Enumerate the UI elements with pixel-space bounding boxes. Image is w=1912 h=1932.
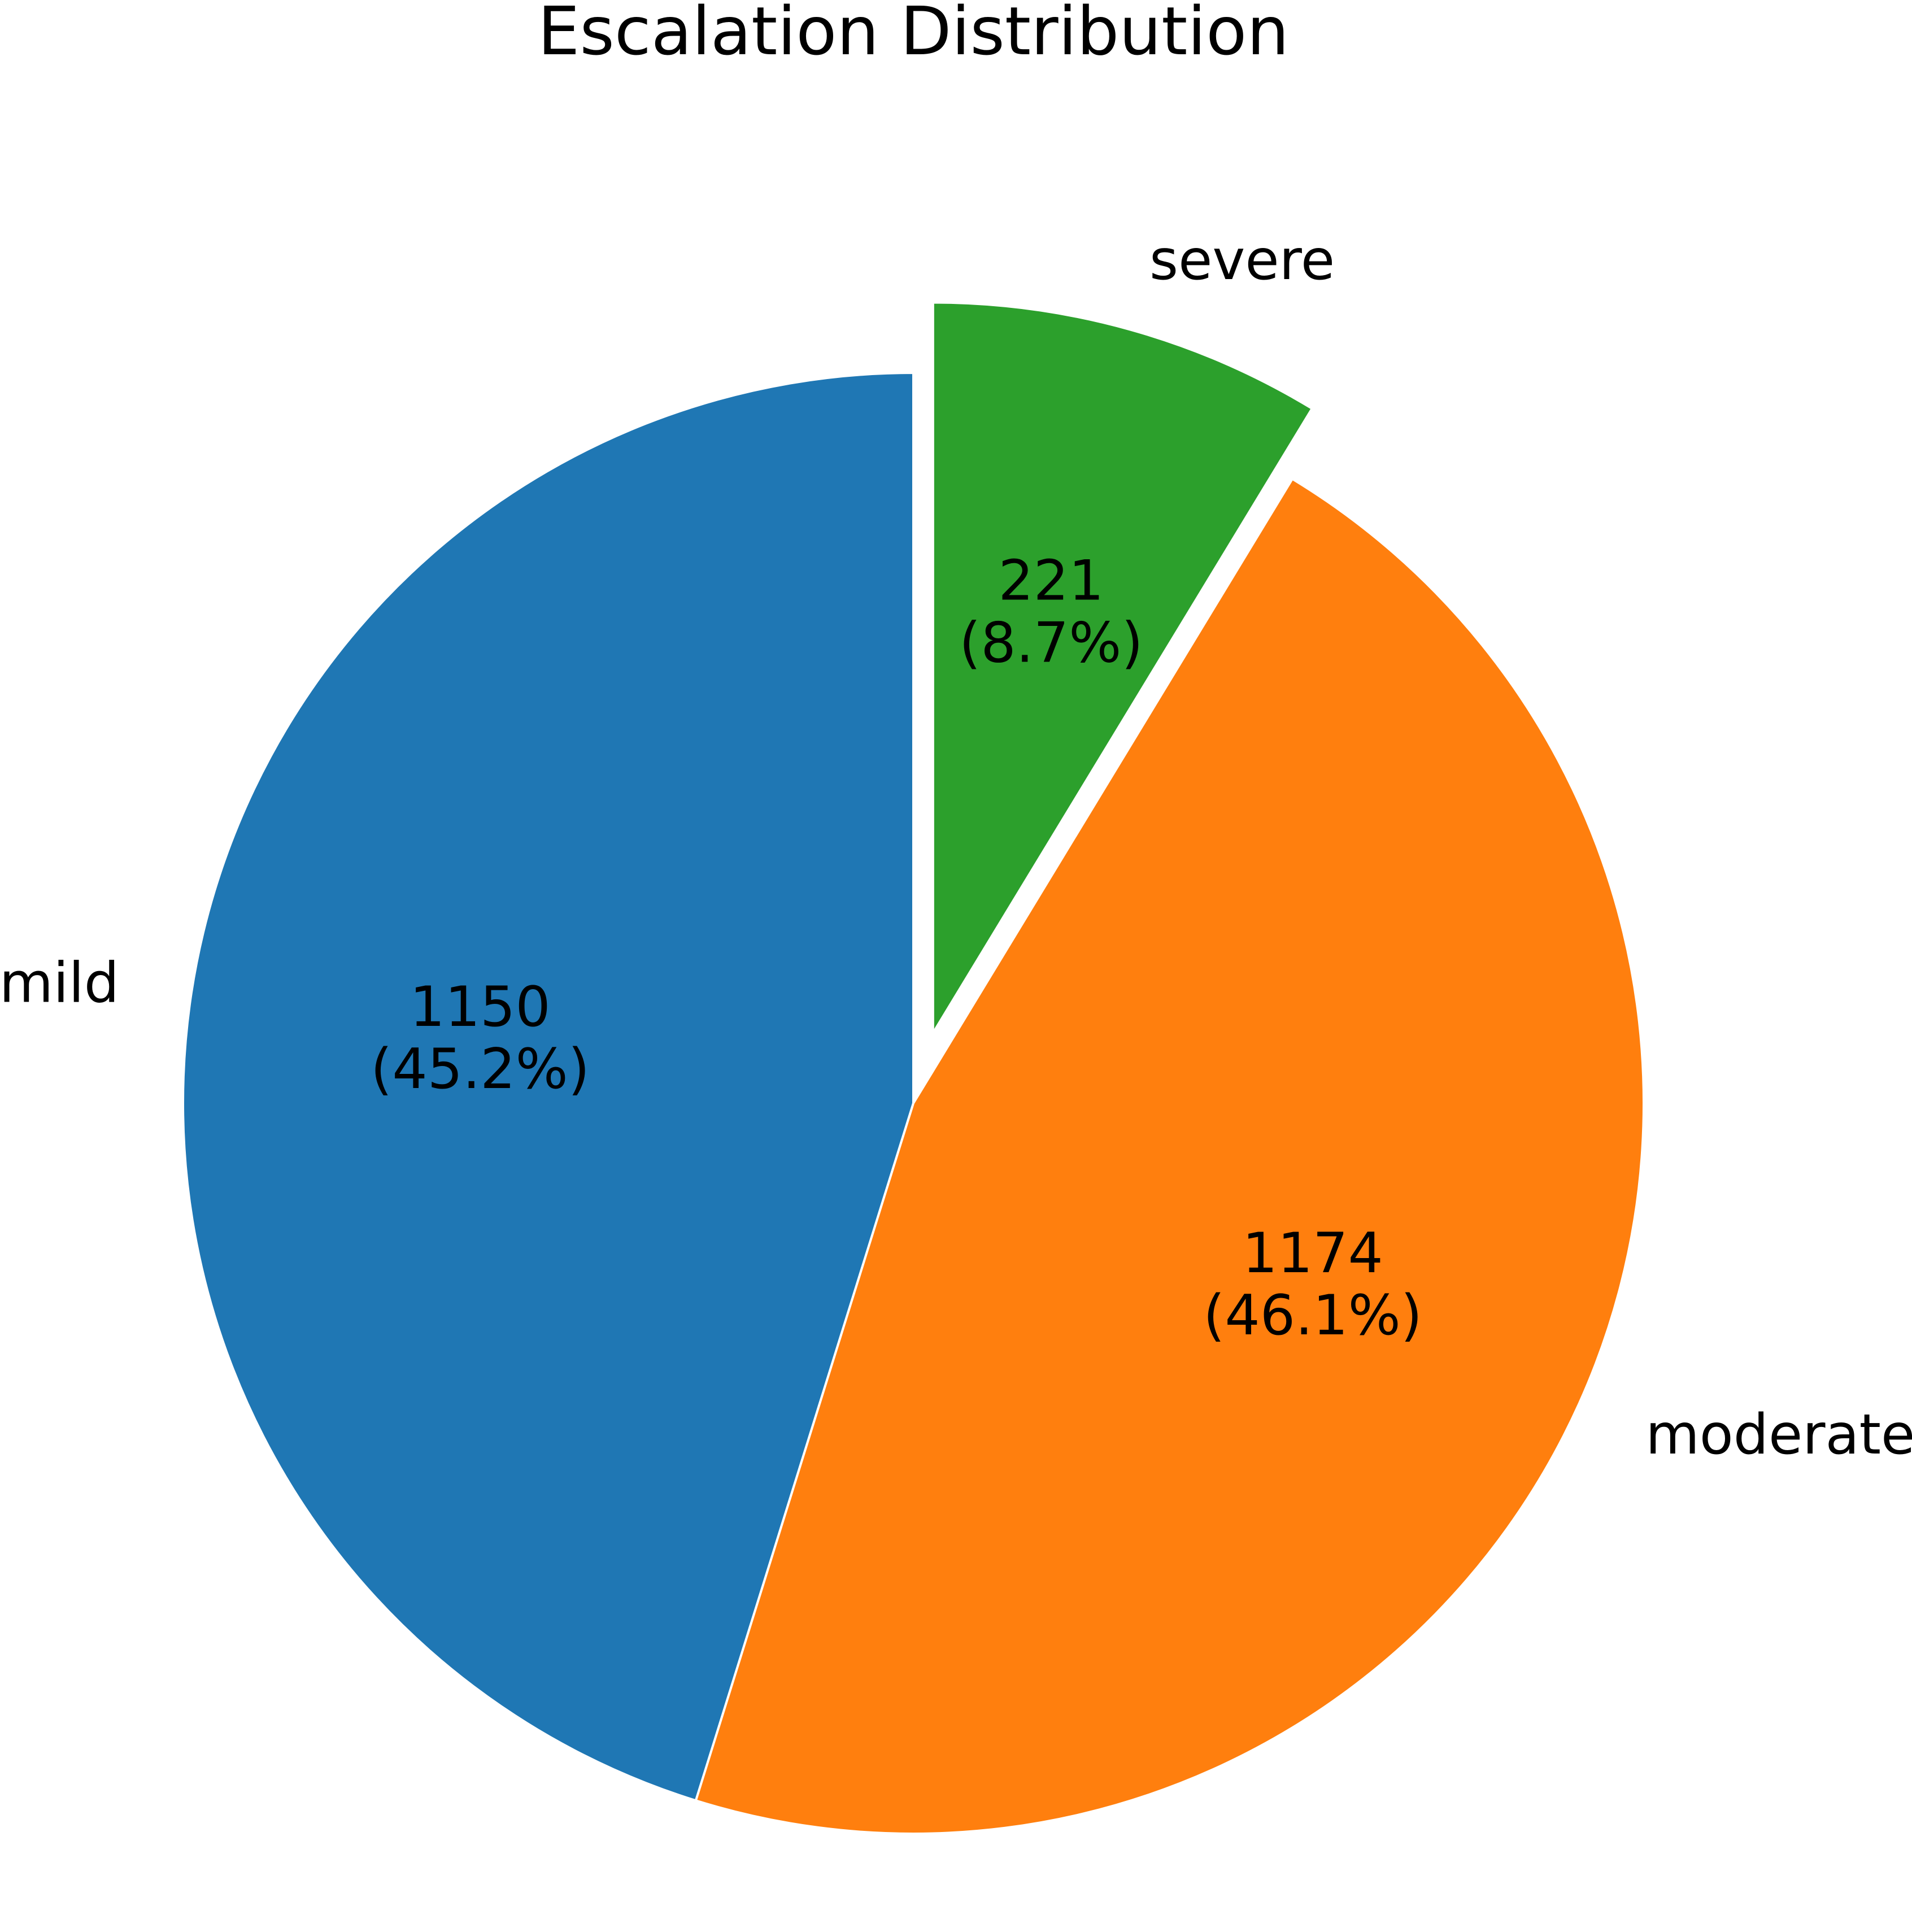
- pie-slice-severe: [931, 301, 1314, 1037]
- slice-category-label-moderate: moderate: [1645, 1403, 1912, 1467]
- slice-count-mild: 1150: [410, 975, 550, 1039]
- slice-value-label-severe: 221 (8.7%): [959, 549, 1143, 675]
- slice-percent-severe: (8.7%): [959, 611, 1143, 675]
- pie-slice-mild: [181, 371, 914, 1802]
- slice-percent-moderate: (46.1%): [1203, 1283, 1422, 1348]
- pie-slice-moderate: [694, 477, 1645, 1835]
- slice-value-label-mild: 1150 (45.2%): [371, 975, 590, 1102]
- slice-category-label-mild: mild: [0, 951, 119, 1016]
- slices-layer: [181, 301, 1645, 1835]
- slice-category-label-severe: severe: [1149, 228, 1335, 293]
- slice-percent-mild: (45.2%): [371, 1037, 590, 1102]
- slice-count-moderate: 1174: [1242, 1221, 1383, 1286]
- slice-value-label-moderate: 1174 (46.1%): [1203, 1221, 1422, 1348]
- chart-title: Escalation Distribution: [538, 0, 1289, 70]
- slice-count-severe: 221: [998, 549, 1104, 613]
- labels-layer: 1150 (45.2%) mild 1174 (46.1%) moderate 221 (8.…: [0, 228, 1912, 1467]
